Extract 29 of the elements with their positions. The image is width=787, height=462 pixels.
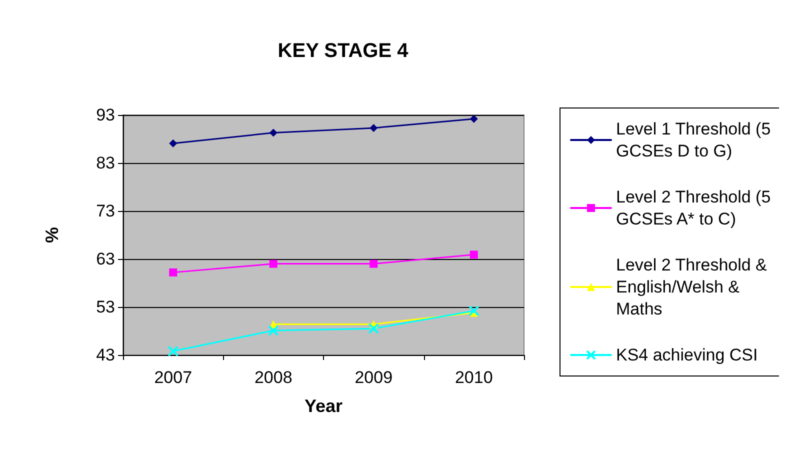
point bbox=[168, 346, 179, 357]
x-tick-label: 2008 bbox=[254, 368, 292, 387]
x-tick-label: 2007 bbox=[154, 368, 192, 387]
point bbox=[468, 305, 480, 316]
x-tick-label: 2009 bbox=[354, 368, 393, 387]
y-tick-label: 83 bbox=[96, 154, 115, 172]
legend-label: Level 2 Threshold & English/Welsh & Maths bbox=[616, 256, 772, 318]
point bbox=[370, 124, 378, 132]
point bbox=[269, 260, 278, 268]
point bbox=[368, 323, 380, 334]
point bbox=[269, 128, 278, 137]
chart-title: KEY STAGE 4 bbox=[278, 40, 410, 62]
y-tick-label: 93 bbox=[96, 106, 115, 124]
point bbox=[169, 268, 178, 276]
legend-label: Level 1 Threshold (5 GCSEs D to G) bbox=[616, 120, 776, 160]
y-tick-label: 53 bbox=[96, 298, 115, 316]
x-tick-label: 2010 bbox=[454, 368, 493, 387]
y-tick-label: 43 bbox=[96, 346, 115, 364]
point bbox=[268, 325, 279, 336]
y-tick-label: 63 bbox=[96, 250, 115, 268]
x-axis-title: Year bbox=[304, 396, 343, 416]
point bbox=[169, 139, 178, 148]
legend-label: KS4 achieving CSI bbox=[616, 346, 758, 364]
point bbox=[370, 260, 378, 268]
point bbox=[470, 250, 478, 259]
legend-label: Level 2 Threshold (5 GCSEs A* to C) bbox=[616, 188, 776, 228]
y-axis-title: % bbox=[42, 226, 62, 244]
y-tick-label: 73 bbox=[96, 202, 115, 220]
point bbox=[470, 114, 478, 123]
